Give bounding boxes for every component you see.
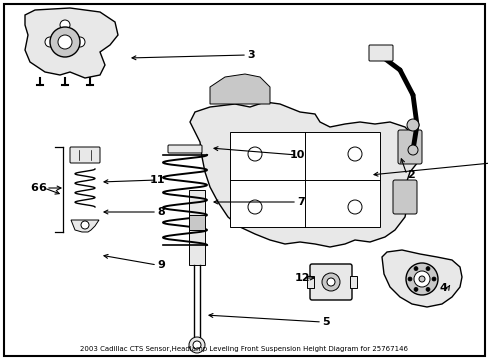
Bar xyxy=(306,276,313,288)
Circle shape xyxy=(247,200,262,214)
Text: 6: 6 xyxy=(38,183,46,193)
FancyBboxPatch shape xyxy=(392,180,416,214)
Text: 8: 8 xyxy=(157,207,164,217)
Polygon shape xyxy=(209,74,269,104)
Text: 9: 9 xyxy=(157,260,164,270)
FancyBboxPatch shape xyxy=(70,147,100,163)
Text: 6: 6 xyxy=(30,183,38,193)
Circle shape xyxy=(413,287,417,291)
Circle shape xyxy=(60,20,70,30)
Circle shape xyxy=(413,267,417,271)
Circle shape xyxy=(45,37,55,47)
Polygon shape xyxy=(190,102,419,247)
Circle shape xyxy=(418,276,424,282)
Text: 5: 5 xyxy=(322,317,329,327)
Bar xyxy=(189,215,204,230)
Polygon shape xyxy=(25,8,118,78)
Circle shape xyxy=(58,35,72,49)
Bar xyxy=(349,276,356,288)
Circle shape xyxy=(321,273,339,291)
Text: 11: 11 xyxy=(149,175,164,185)
Text: 12: 12 xyxy=(294,273,310,283)
Bar xyxy=(229,132,379,227)
FancyBboxPatch shape xyxy=(368,45,392,61)
Circle shape xyxy=(193,341,201,349)
Circle shape xyxy=(413,271,429,287)
Text: 7: 7 xyxy=(297,197,305,207)
Polygon shape xyxy=(71,220,99,232)
Circle shape xyxy=(425,287,429,291)
Circle shape xyxy=(405,263,437,295)
Text: 2003 Cadillac CTS Sensor,Headlamp Leveling Front Suspension Height Diagram for 2: 2003 Cadillac CTS Sensor,Headlamp Leveli… xyxy=(80,346,407,352)
Text: 2: 2 xyxy=(407,170,414,180)
FancyBboxPatch shape xyxy=(309,264,351,300)
Circle shape xyxy=(407,277,411,281)
Circle shape xyxy=(425,267,429,271)
FancyBboxPatch shape xyxy=(168,145,202,153)
Circle shape xyxy=(326,278,334,286)
Circle shape xyxy=(406,119,418,131)
Circle shape xyxy=(75,37,85,47)
Circle shape xyxy=(347,200,361,214)
Bar xyxy=(189,190,204,265)
Circle shape xyxy=(347,147,361,161)
FancyBboxPatch shape xyxy=(397,130,421,164)
Circle shape xyxy=(407,145,417,155)
Circle shape xyxy=(431,277,435,281)
Text: 3: 3 xyxy=(247,50,254,60)
Text: 4: 4 xyxy=(439,283,447,293)
Circle shape xyxy=(81,221,89,229)
Circle shape xyxy=(247,147,262,161)
Circle shape xyxy=(189,337,204,353)
Text: 10: 10 xyxy=(289,150,305,160)
Polygon shape xyxy=(381,250,461,307)
Circle shape xyxy=(50,27,80,57)
